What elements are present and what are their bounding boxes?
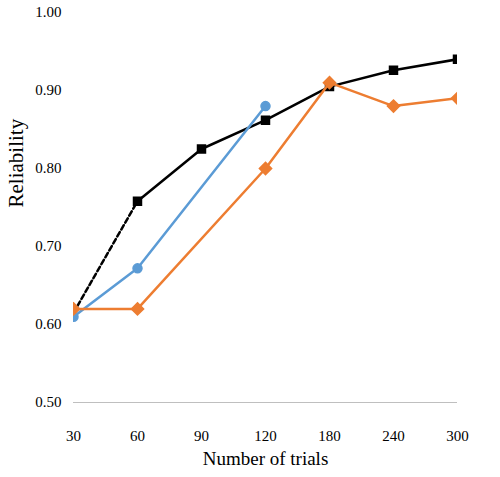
svg-text:0.70: 0.70 (35, 238, 61, 254)
svg-text:0.90: 0.90 (35, 82, 61, 98)
svg-text:240: 240 (382, 428, 405, 444)
svg-text:0.80: 0.80 (35, 160, 61, 176)
svg-text:Reliability: Reliability (4, 118, 28, 207)
svg-text:90: 90 (194, 428, 209, 444)
svg-text:0.50: 0.50 (35, 394, 61, 410)
svg-text:1.00: 1.00 (35, 4, 61, 20)
svg-text:180: 180 (318, 428, 341, 444)
svg-text:120: 120 (254, 428, 277, 444)
svg-text:30: 30 (66, 428, 81, 444)
svg-text:Number of trials: Number of trials (203, 448, 329, 469)
svg-text:60: 60 (130, 428, 145, 444)
svg-text:0.60: 0.60 (35, 316, 61, 332)
svg-text:300: 300 (446, 428, 469, 444)
